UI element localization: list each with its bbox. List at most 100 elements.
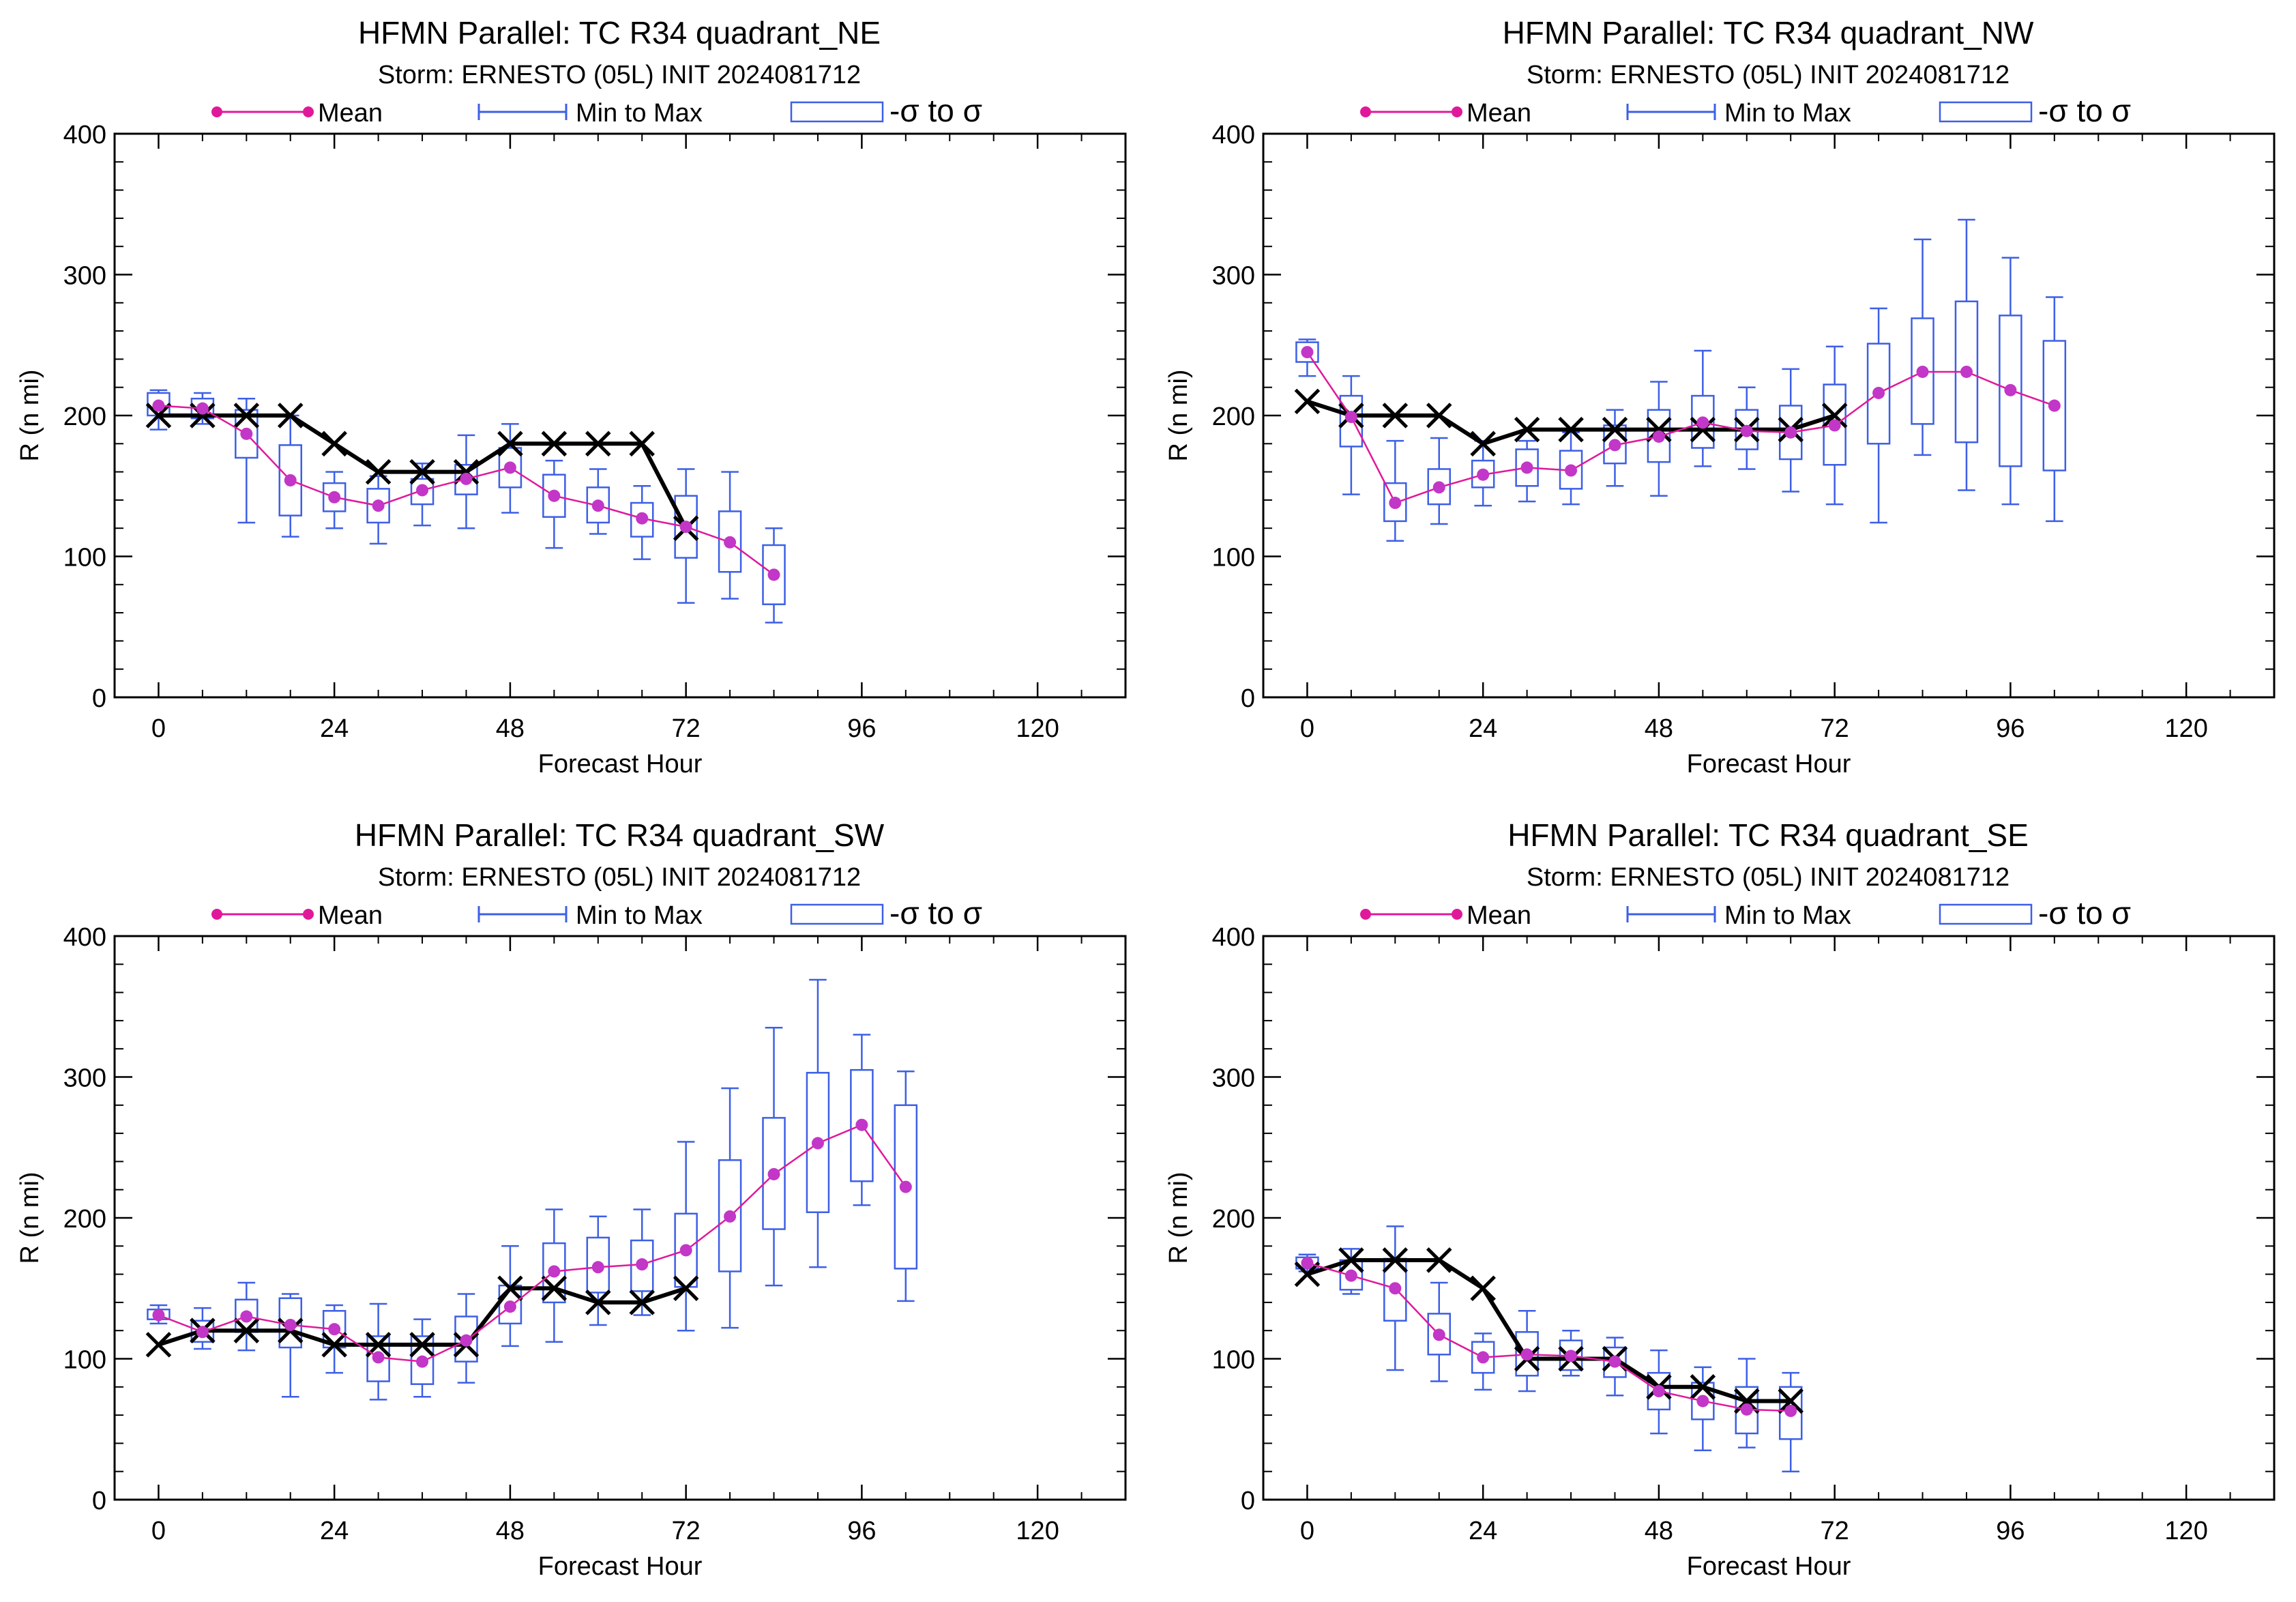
x-tick-label: 96 <box>847 1517 876 1545</box>
x-tick-label: 96 <box>1996 1517 2025 1545</box>
legend-mean-marker <box>1360 909 1371 920</box>
legend-minmax-label: Min to Max <box>1724 99 1851 128</box>
sigma-box <box>1647 1371 1671 1411</box>
mean-point <box>636 512 649 525</box>
distribution-mark <box>1383 1225 1407 1371</box>
sigma-box <box>1339 394 1364 448</box>
sigma-box <box>366 488 390 524</box>
mean-point <box>460 472 473 485</box>
mean-point <box>1696 1395 1709 1408</box>
distribution-mark <box>718 471 742 600</box>
legend-sigma-label: -σ to σ <box>2038 93 2131 128</box>
y-tick-label: 0 <box>1241 1487 1255 1515</box>
mean-point <box>503 1300 516 1313</box>
sigma-box <box>586 486 610 524</box>
chart-subtitle: Storm: ERNESTO (05L) INIT 2024081712 <box>378 863 861 892</box>
mean-point <box>1696 416 1709 429</box>
y-tick-label: 300 <box>63 1064 106 1093</box>
mean-point <box>1520 1348 1533 1361</box>
sigma-box <box>1691 1382 1715 1421</box>
best-track-marker <box>1778 1388 1804 1414</box>
x-tick-label: 48 <box>1645 714 1673 743</box>
sigma-box <box>1295 341 1319 363</box>
x-tick-label: 96 <box>847 714 876 743</box>
best-track-line <box>1306 1257 1791 1403</box>
x-tick-label: 72 <box>1821 714 1849 743</box>
best-track-marker <box>1426 403 1452 428</box>
sigma-box <box>278 444 302 516</box>
x-tick-label: 120 <box>1016 714 1059 743</box>
legend-minmax-label: Min to Max <box>1724 901 1851 930</box>
legend-sigma-label: -σ to σ <box>889 93 982 128</box>
legend-sigma-box <box>1939 903 2033 925</box>
distribution-mark <box>586 1215 610 1326</box>
legend: Mean Min to Max -σ to σ <box>1360 895 2131 931</box>
x-tick-label: 120 <box>2164 1517 2207 1545</box>
distribution-mark <box>1427 1281 1451 1382</box>
legend-mean-marker <box>1452 106 1462 117</box>
distribution-mark <box>1778 1371 1803 1472</box>
sigma-box <box>894 1104 918 1270</box>
y-tick-label: 300 <box>63 262 106 291</box>
distribution-mark <box>1603 1337 1627 1397</box>
legend-mean-label: Mean <box>318 901 383 930</box>
sigma-box <box>1515 1331 1539 1377</box>
mean-point <box>240 1310 253 1323</box>
x-tick-label: 24 <box>1469 1517 1497 1545</box>
best-track-marker <box>233 1317 260 1343</box>
chart-title: HFMN Parallel: TC R34 quadrant_NE <box>358 15 881 50</box>
y-tick-label: 100 <box>1212 1346 1255 1375</box>
mean-point <box>855 1118 868 1131</box>
plot-frame <box>113 935 1127 1501</box>
best-track-marker <box>497 431 523 457</box>
best-track-marker <box>409 1332 435 1358</box>
x-tick-label: 72 <box>672 1517 701 1545</box>
plot-frame <box>1262 935 2276 1501</box>
mean-point <box>724 536 737 549</box>
best-track-marker <box>233 403 260 428</box>
distribution-mark <box>542 459 566 549</box>
distribution-mark <box>1691 349 1715 467</box>
legend-mean-marker <box>303 909 314 920</box>
best-track-marker <box>1470 431 1496 457</box>
x-tick-label: 96 <box>1996 714 2025 743</box>
sigma-box <box>1999 315 2022 467</box>
y-tick-label: 200 <box>1212 403 1255 431</box>
y-tick-label: 400 <box>1212 121 1255 149</box>
best-track-marker <box>1602 416 1628 443</box>
x-tick-label: 0 <box>151 1517 166 1545</box>
legend-mean-marker <box>211 909 222 920</box>
sigma-box <box>1471 459 1495 489</box>
y-tick-label: 300 <box>1212 1064 1255 1093</box>
distribution-mark <box>1647 1349 1671 1435</box>
distribution-mark <box>454 1293 478 1384</box>
mean-point <box>548 489 561 502</box>
best-track-marker <box>1558 416 1584 443</box>
sigma-box <box>674 495 698 559</box>
best-track-marker <box>629 431 655 457</box>
x-tick-label: 120 <box>1016 1517 1059 1545</box>
legend-sigma-box <box>790 903 884 925</box>
mean-point <box>636 1258 649 1271</box>
y-tick-label: 0 <box>1241 684 1255 713</box>
distribution-mark <box>674 1141 698 1332</box>
mean-point <box>1652 1384 1665 1397</box>
distribution-mark <box>762 527 786 624</box>
chart-panel-3: HFMN Parallel: TC R34 quadrant_SW Storm: … <box>16 817 1127 1581</box>
chart-subtitle: Storm: ERNESTO (05L) INIT 2024081712 <box>1527 863 2010 892</box>
y-tick-label: 0 <box>92 684 106 713</box>
sigma-box <box>806 1072 830 1213</box>
mean-point <box>2048 399 2061 412</box>
sigma-box <box>235 409 259 459</box>
mean-point <box>328 491 341 504</box>
legend-sigma-box <box>790 101 884 123</box>
mean-point <box>1784 426 1797 439</box>
best-track-marker <box>585 1290 611 1315</box>
distribution-mark <box>1954 218 1979 491</box>
sigma-box <box>850 1068 874 1182</box>
sigma-box <box>454 1315 478 1363</box>
best-track-marker <box>1821 403 1848 428</box>
sigma-box <box>718 510 742 573</box>
best-track-marker <box>1294 388 1321 415</box>
